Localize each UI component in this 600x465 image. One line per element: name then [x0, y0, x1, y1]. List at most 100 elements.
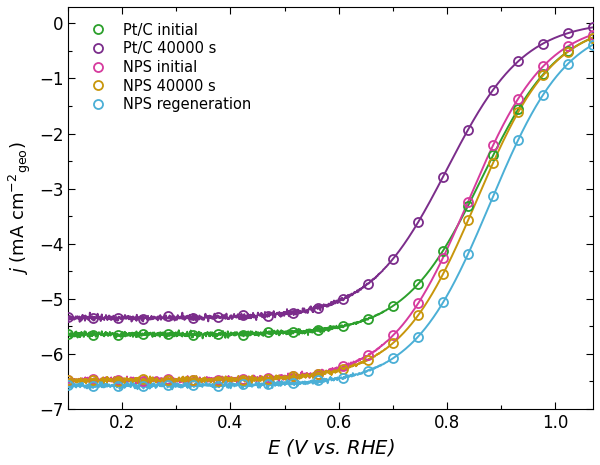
NPS 40000 s: [415, 312, 422, 318]
Pt/C initial: [239, 332, 247, 337]
Line: NPS initial: NPS initial: [64, 30, 598, 385]
NPS regeneration: [239, 381, 247, 387]
Pt/C initial: [215, 332, 222, 337]
NPS 40000 s: [514, 110, 521, 115]
Pt/C initial: [115, 332, 122, 338]
Pt/C initial: [539, 72, 547, 77]
NPS 40000 s: [539, 73, 547, 78]
Y-axis label: $j$ (mA cm$^{-2}$$_{\mathregular{geo}}$): $j$ (mA cm$^{-2}$$_{\mathregular{geo}}$): [7, 141, 33, 275]
Pt/C initial: [164, 331, 172, 337]
Pt/C 40000 s: [490, 87, 497, 93]
NPS 40000 s: [115, 378, 122, 384]
Pt/C 40000 s: [265, 313, 272, 319]
Pt/C initial: [290, 330, 297, 335]
Pt/C 40000 s: [215, 314, 222, 320]
Pt/C initial: [589, 35, 596, 40]
Pt/C initial: [190, 332, 197, 338]
NPS regeneration: [65, 383, 72, 388]
NPS regeneration: [514, 137, 521, 143]
Pt/C initial: [514, 106, 521, 112]
Pt/C initial: [314, 327, 322, 332]
NPS initial: [439, 255, 446, 260]
Pt/C 40000 s: [290, 310, 297, 316]
NPS regeneration: [164, 383, 172, 388]
NPS regeneration: [140, 383, 147, 389]
Pt/C 40000 s: [539, 41, 547, 46]
Pt/C 40000 s: [140, 316, 147, 322]
Legend: Pt/C initial, Pt/C 40000 s, NPS initial, NPS 40000 s, NPS regeneration: Pt/C initial, Pt/C 40000 s, NPS initial,…: [81, 18, 256, 117]
NPS regeneration: [265, 382, 272, 387]
Pt/C 40000 s: [190, 315, 197, 321]
Pt/C initial: [140, 332, 147, 337]
NPS 40000 s: [589, 35, 596, 40]
Pt/C initial: [490, 153, 497, 158]
NPS 40000 s: [215, 378, 222, 383]
Pt/C 40000 s: [565, 30, 572, 36]
Pt/C initial: [365, 316, 372, 321]
Pt/C initial: [65, 332, 72, 337]
NPS initial: [389, 332, 397, 338]
Pt/C initial: [415, 281, 422, 287]
NPS initial: [365, 352, 372, 358]
Pt/C 40000 s: [464, 127, 472, 133]
X-axis label: $E$ (V vs. RHE): $E$ (V vs. RHE): [266, 437, 395, 458]
Pt/C 40000 s: [514, 59, 521, 64]
NPS initial: [215, 377, 222, 382]
Pt/C 40000 s: [65, 314, 72, 320]
Pt/C 40000 s: [89, 315, 97, 321]
NPS regeneration: [490, 193, 497, 199]
NPS initial: [589, 32, 596, 37]
Pt/C 40000 s: [389, 256, 397, 261]
NPS initial: [164, 377, 172, 382]
Pt/C initial: [565, 48, 572, 54]
NPS initial: [514, 96, 521, 102]
NPS regeneration: [215, 384, 222, 389]
NPS initial: [190, 377, 197, 383]
Pt/C initial: [464, 203, 472, 208]
Line: NPS regeneration: NPS regeneration: [64, 40, 598, 391]
NPS regeneration: [565, 61, 572, 66]
NPS 40000 s: [565, 49, 572, 54]
NPS regeneration: [389, 355, 397, 361]
NPS 40000 s: [365, 357, 372, 363]
Pt/C initial: [265, 329, 272, 335]
NPS regeneration: [89, 383, 97, 388]
Pt/C 40000 s: [589, 25, 596, 30]
NPS initial: [265, 375, 272, 381]
Line: Pt/C initial: Pt/C initial: [64, 33, 598, 340]
NPS initial: [89, 377, 97, 382]
Pt/C 40000 s: [415, 219, 422, 225]
NPS 40000 s: [65, 377, 72, 383]
NPS 40000 s: [190, 377, 197, 382]
NPS initial: [65, 377, 72, 383]
NPS initial: [115, 378, 122, 383]
NPS initial: [140, 378, 147, 384]
NPS initial: [340, 363, 347, 369]
Line: Pt/C 40000 s: Pt/C 40000 s: [64, 23, 598, 323]
NPS 40000 s: [290, 373, 297, 379]
NPS initial: [490, 142, 497, 148]
Pt/C initial: [89, 332, 97, 338]
NPS initial: [239, 376, 247, 381]
NPS regeneration: [415, 334, 422, 339]
Pt/C 40000 s: [164, 314, 172, 319]
NPS initial: [415, 301, 422, 306]
Pt/C 40000 s: [115, 315, 122, 320]
NPS 40000 s: [140, 376, 147, 382]
NPS 40000 s: [89, 378, 97, 383]
NPS 40000 s: [265, 376, 272, 382]
NPS initial: [565, 43, 572, 49]
Pt/C 40000 s: [439, 174, 446, 179]
Pt/C 40000 s: [340, 296, 347, 302]
Pt/C 40000 s: [239, 312, 247, 318]
NPS 40000 s: [464, 218, 472, 223]
NPS 40000 s: [490, 160, 497, 166]
NPS regeneration: [314, 378, 322, 383]
NPS regeneration: [589, 42, 596, 47]
NPS regeneration: [115, 383, 122, 388]
NPS regeneration: [340, 375, 347, 381]
Line: NPS 40000 s: NPS 40000 s: [64, 33, 598, 385]
NPS regeneration: [539, 92, 547, 98]
NPS 40000 s: [340, 366, 347, 372]
NPS regeneration: [365, 368, 372, 374]
